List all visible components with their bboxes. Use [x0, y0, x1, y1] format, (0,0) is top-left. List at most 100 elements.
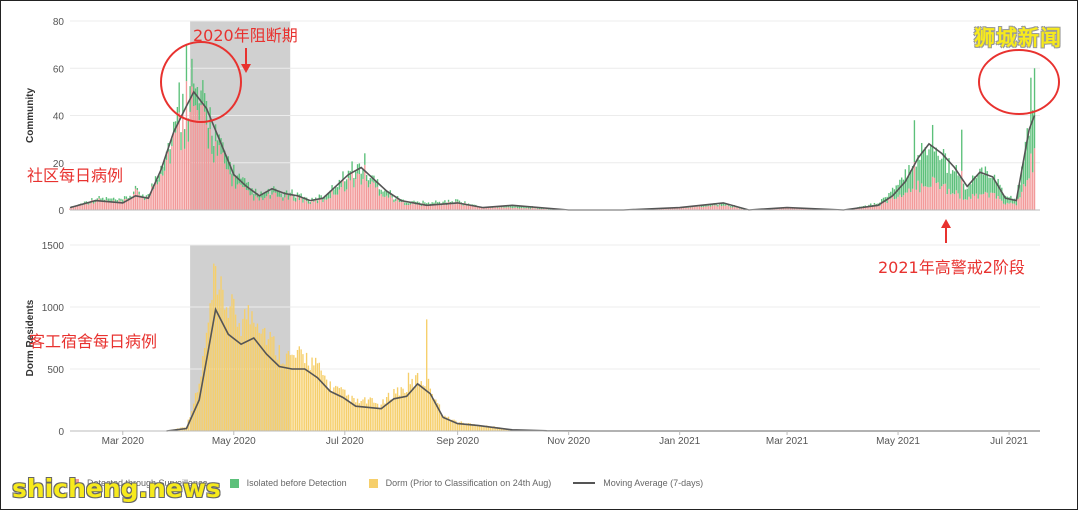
dorm-bar: [416, 372, 419, 431]
surveillance-bar: [917, 180, 919, 210]
surveillance-bar: [486, 207, 488, 210]
surveillance-bar: [382, 196, 384, 210]
surveillance-bar: [335, 194, 337, 210]
surveillance-bar: [216, 155, 219, 210]
surveillance-bar: [1021, 191, 1023, 210]
isolated-bar: [966, 188, 968, 200]
isolated-bar: [129, 195, 131, 199]
dorm-bar: [269, 331, 271, 431]
dorm-bar: [358, 403, 361, 431]
surveillance-bar: [990, 192, 992, 210]
dorm-bar: [225, 307, 228, 431]
surveillance-bar: [362, 178, 364, 210]
surveillance-bar: [995, 198, 998, 210]
surveillance-bar: [873, 204, 876, 210]
dorm-bar: [267, 339, 270, 431]
surveillance-bar: [800, 208, 803, 210]
dorm-bar: [209, 303, 211, 431]
isolated-bar: [163, 159, 166, 171]
surveillance-bar: [405, 204, 408, 210]
dorm-bar: [489, 426, 492, 431]
surveillance-bar: [114, 201, 117, 210]
y-tick-label: 40: [53, 112, 65, 123]
surveillance-bar: [993, 193, 996, 210]
surveillance-bar: [238, 183, 240, 210]
surveillance-bar: [100, 201, 102, 210]
dorm-bar: [284, 364, 286, 431]
surveillance-bar: [1030, 153, 1032, 210]
isolated-bar: [706, 204, 708, 207]
dorm-bar: [253, 322, 255, 431]
dorm-bar: [429, 388, 432, 431]
dorm-bar: [360, 400, 362, 431]
surveillance-bar: [127, 200, 129, 210]
isolated-bar: [367, 180, 370, 188]
surveillance-bar: [930, 186, 932, 210]
legend-item: Isolated before Detection: [229, 478, 347, 488]
surveillance-bar: [506, 207, 508, 210]
isolated-bar: [385, 191, 388, 196]
surveillance-bar: [704, 206, 706, 210]
x-tick-label: Sep 2020: [436, 436, 479, 447]
surveillance-bar: [296, 196, 299, 210]
dorm-bar: [460, 421, 462, 431]
surveillance-bar: [708, 205, 710, 210]
dorm-bar: [373, 402, 375, 431]
community-daily-label: 社区每日病例: [27, 166, 124, 185]
isolated-bar: [951, 170, 954, 194]
isolated-bar: [518, 205, 521, 209]
surveillance-bar: [249, 195, 251, 210]
surveillance-bar: [431, 204, 433, 210]
dorm-bar: [345, 395, 348, 431]
surveillance-bar: [498, 207, 501, 210]
surveillance-bar: [72, 207, 75, 210]
isolated-bar: [276, 191, 279, 197]
surveillance-bar: [502, 207, 504, 210]
surveillance-bar: [267, 193, 270, 210]
isolated-bar: [318, 194, 321, 200]
surveillance-bar: [449, 203, 452, 210]
isolated-bar: [238, 173, 240, 184]
surveillance-bar: [71, 206, 73, 210]
dorm-bar: [200, 376, 202, 431]
surveillance-bar: [544, 208, 546, 210]
surveillance-bar: [697, 206, 699, 210]
isolated-bar: [216, 140, 219, 156]
surveillance-bar: [526, 208, 528, 210]
surveillance-bar: [862, 207, 865, 210]
surveillance-bar: [380, 194, 382, 210]
surveillance-bar: [136, 190, 139, 210]
isolated-bar: [902, 179, 905, 196]
surveillance-bar: [302, 202, 304, 210]
surveillance-bar: [1032, 172, 1034, 210]
isolated-bar: [704, 205, 706, 207]
dorm-bar: [362, 399, 364, 431]
surveillance-bar: [415, 204, 417, 210]
surveillance-bar: [411, 203, 413, 210]
isolated-bar: [992, 178, 994, 193]
surveillance-bar: [915, 189, 917, 210]
isolated-bar: [145, 195, 148, 198]
isolated-bar: [473, 204, 475, 206]
surveillance-bar: [882, 201, 885, 210]
moving-average-line: [69, 90, 1036, 211]
surveillance-bar: [416, 203, 419, 210]
surveillance-bar: [80, 204, 82, 210]
surveillance-bar: [1004, 204, 1007, 210]
isolated-bar: [524, 206, 526, 209]
surveillance-bar: [426, 205, 428, 210]
dorm-bar: [264, 327, 266, 431]
surveillance-bar: [284, 197, 286, 210]
surveillance-bar: [491, 207, 493, 210]
dorm-bar: [446, 417, 448, 431]
surveillance-bar: [462, 205, 464, 210]
surveillance-bar: [305, 201, 308, 210]
surveillance-bar: [193, 106, 195, 210]
surveillance-bar: [318, 199, 321, 210]
surveillance-bar: [331, 189, 333, 210]
dorm-bar: [440, 414, 442, 431]
dorm-bar: [411, 378, 413, 431]
dorm-bar: [293, 355, 295, 431]
dorm-bar: [356, 398, 359, 431]
surveillance-bar: [771, 208, 774, 210]
